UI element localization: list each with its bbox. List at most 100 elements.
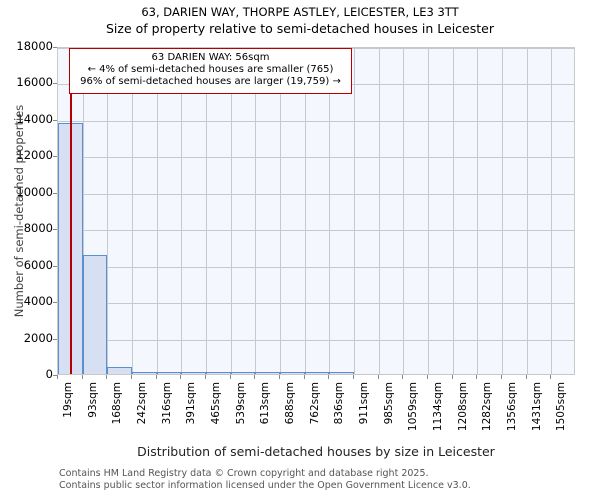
y-tick-label: 0 [45,367,53,381]
x-tick-label: 1059sqm [407,382,419,432]
gridline-horizontal [58,266,574,268]
bar [132,372,157,374]
gridline-horizontal [58,120,574,122]
gridline-vertical [280,48,281,374]
gridline-horizontal [58,230,574,232]
gridline-vertical [453,48,454,374]
y-tick-label: 14000 [16,111,53,126]
x-tick-mark [254,375,255,379]
property-marker-line [70,48,73,374]
y-axis-label: Number of semi-detached properties [12,104,26,318]
y-tick-mark [53,192,57,194]
x-tick-label: 1431sqm [531,382,543,432]
bar [206,372,231,374]
bar [255,372,280,374]
x-tick-label: 985sqm [383,382,395,425]
x-tick-label: 465sqm [210,382,222,425]
x-tick-label: 316sqm [161,382,173,425]
annotation-heading: 63 DARIEN WAY: 56sqm [151,52,270,63]
bar [231,372,255,374]
plot-area [57,47,575,375]
x-tick-mark [378,375,379,379]
bar [280,372,305,374]
x-tick-mark [57,375,58,379]
y-tick-mark [53,302,57,304]
x-tick-mark [452,375,453,379]
x-tick-mark [550,375,551,379]
y-tick-mark [53,265,57,267]
gridline-vertical [107,48,108,374]
gridline-vertical [379,48,380,374]
chart-title: 63, DARIEN WAY, THORPE ASTLEY, LEICESTER… [141,5,459,19]
x-tick-mark [328,375,329,379]
y-tick-mark [53,83,57,85]
gridline-horizontal [58,339,574,341]
x-tick-label: 93sqm [87,382,99,418]
footer-line-2: Contains public sector information licen… [59,479,471,491]
gridline-vertical [502,48,503,374]
x-tick-mark [156,375,157,379]
x-tick-mark [501,375,502,379]
y-tick-label: 4000 [23,294,53,309]
gridline-vertical [157,48,158,374]
x-tick-mark [230,375,231,379]
gridline-vertical [132,48,133,374]
gridline-vertical [206,48,207,374]
x-tick-label: 836sqm [333,382,345,425]
x-tick-mark [205,375,206,379]
x-tick-mark [180,375,181,379]
gridline-vertical [527,48,528,374]
y-tick-mark [53,47,57,48]
bar [181,372,206,374]
bar [305,372,329,374]
y-tick-label: 2000 [23,330,53,345]
x-tick-mark [279,375,280,379]
x-tick-mark [131,375,132,379]
chart-subtitle: Size of property relative to semi-detach… [106,21,494,36]
bar [329,372,354,374]
footer-attribution: Contains HM Land Registry data © Crown c… [59,468,471,491]
x-tick-label: 1134sqm [432,382,444,432]
x-tick-label: 1505sqm [555,382,567,432]
gridline-vertical [305,48,306,374]
annotation-smaller: ← 4% of semi-detached houses are smaller… [87,64,334,76]
y-tick-label: 6000 [23,257,53,272]
x-tick-label: 391sqm [185,382,197,425]
y-tick-mark [53,375,57,376]
bar [83,255,107,374]
gridline-vertical [83,48,84,374]
y-tick-label: 10000 [16,184,53,199]
annotation-larger: 96% of semi-detached houses are larger (… [80,76,341,88]
bar [107,366,132,374]
x-tick-mark [427,375,428,379]
x-tick-label: 539sqm [235,382,247,425]
x-tick-label: 762sqm [309,382,321,425]
annotation-box: 63 DARIEN WAY: 56sqm ← 4% of semi-detach… [69,48,352,94]
y-tick-mark [53,156,57,158]
bar [157,372,181,374]
gridline-horizontal [58,193,574,195]
gridline-vertical [329,48,330,374]
bar-series [58,48,574,374]
x-tick-mark [106,375,107,379]
gridline-vertical [403,48,404,374]
x-tick-label: 1208sqm [457,382,469,432]
x-tick-label: 168sqm [111,382,123,425]
x-tick-mark [353,375,354,379]
y-tick-mark [53,119,57,121]
x-tick-mark [304,375,305,379]
gridline-vertical [477,48,478,374]
y-tick-label: 12000 [16,148,53,163]
gridline-vertical [255,48,256,374]
y-tick-label: 8000 [23,221,53,236]
x-tick-mark [402,375,403,379]
x-tick-label: 1356sqm [506,382,518,432]
x-tick-mark [82,375,83,379]
x-tick-label: 242sqm [136,382,148,425]
gridline-vertical [231,48,232,374]
x-tick-label: 613sqm [259,382,271,425]
x-tick-label: 911sqm [358,382,370,425]
x-tick-mark [526,375,527,379]
gridline-vertical [551,48,552,374]
